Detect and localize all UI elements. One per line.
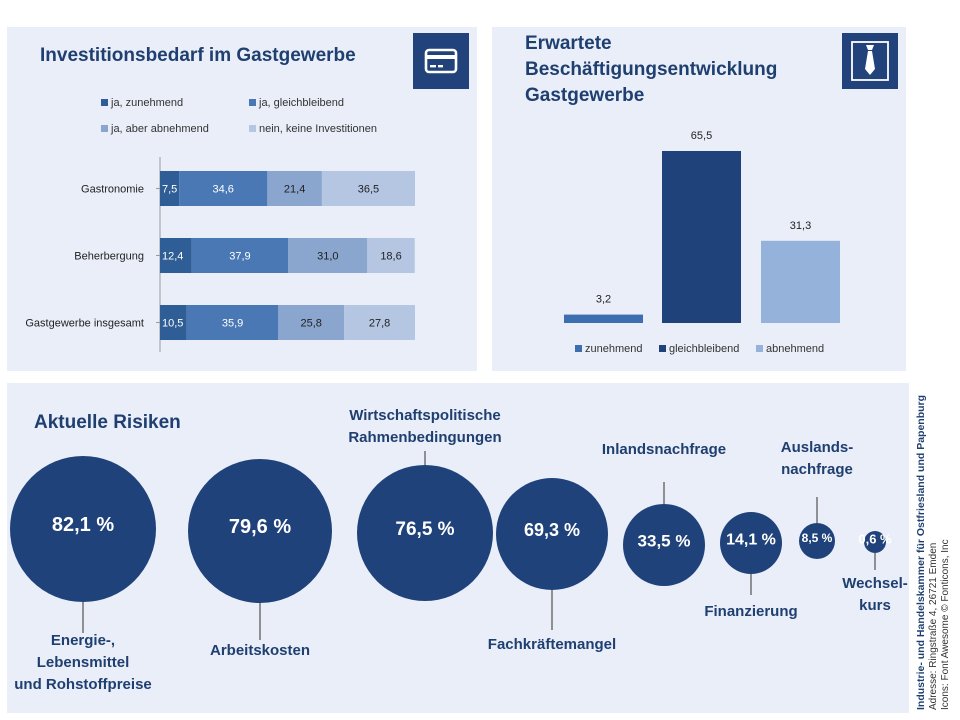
bar-segment bbox=[160, 171, 180, 206]
legend-swatch bbox=[101, 125, 108, 132]
credit-card-icon bbox=[413, 33, 469, 89]
risk-bubble bbox=[720, 512, 782, 574]
risk-category-label: und Rohstoffpreise bbox=[14, 676, 152, 693]
investment-chart-title: Investitionsbedarf im Gastgewerbe bbox=[40, 45, 356, 66]
bar-abnehmend bbox=[761, 240, 840, 323]
risk-category-label: Wirtschaftspolitische bbox=[349, 407, 501, 424]
risk-bubble bbox=[864, 531, 886, 553]
risk-value-label: 14,1 % bbox=[726, 532, 776, 549]
legend-label: nein, keine Investitionen bbox=[259, 123, 377, 135]
risk-bubble bbox=[188, 459, 332, 603]
bar-segment bbox=[278, 305, 345, 340]
risk-category-label: nachfrage bbox=[781, 461, 853, 478]
risk-bubble bbox=[357, 465, 493, 601]
risk-bubble bbox=[799, 523, 835, 559]
bar-value-label: 27,8 bbox=[369, 318, 390, 330]
bar-segment bbox=[321, 171, 415, 206]
risk-bubble bbox=[10, 456, 156, 602]
risk-value-label: 69,3 % bbox=[524, 520, 580, 540]
employment-panel: Erwartete Beschäftigungsentwicklung Gast… bbox=[492, 27, 906, 371]
bar-value-label: 35,9 bbox=[222, 318, 243, 330]
risk-category-label: Wechsel- bbox=[842, 575, 908, 592]
risk-category-label: Energie-, bbox=[51, 632, 115, 649]
footer-organization: Industrie- und Handelskammer für Ostfrie… bbox=[915, 394, 927, 710]
footer-address: Adresse: Ringstraße 4, 26721 Emden bbox=[928, 542, 939, 710]
footer: Industrie- und Handelskammer für Ostfrie… bbox=[915, 350, 952, 710]
legend-swatch bbox=[575, 345, 582, 352]
bar-segment bbox=[179, 171, 268, 206]
employment-title-line-3: Gastgewerbe bbox=[525, 85, 645, 106]
risk-value-label: 33,5 % bbox=[638, 532, 691, 551]
bar-value-label: 21,4 bbox=[284, 184, 305, 196]
bar-value-label: 36,5 bbox=[358, 184, 379, 196]
bar-value-label: 18,6 bbox=[380, 251, 401, 263]
risk-value-label: 76,5 % bbox=[395, 519, 454, 540]
legend-label: ja, gleichbleibend bbox=[258, 97, 344, 109]
bar-value-label: 25,8 bbox=[301, 318, 322, 330]
category-label: Gastronomie bbox=[81, 184, 144, 196]
risk-category-label: kurs bbox=[859, 597, 891, 614]
bar-value-label: 3,2 bbox=[596, 294, 611, 306]
bar-value-label: 37,9 bbox=[229, 251, 250, 263]
risk-category-label: Arbeitskosten bbox=[210, 642, 310, 659]
bar-value-label: 31,3 bbox=[790, 220, 811, 232]
legend-swatch bbox=[101, 99, 108, 106]
employment-chart-title: Erwartete Beschäftigungsentwicklung Gast… bbox=[525, 31, 777, 109]
bar-segment bbox=[267, 171, 322, 206]
tie-icon bbox=[842, 33, 898, 89]
risk-category-label: Auslands- bbox=[781, 439, 854, 456]
bar-value-label: 31,0 bbox=[317, 251, 338, 263]
risk-bubble bbox=[623, 504, 705, 586]
bar-segment bbox=[191, 238, 289, 273]
legend-swatch bbox=[659, 345, 666, 352]
footer-icons-credit: Icons: Font Awesome © Fonticons, Inc bbox=[940, 539, 951, 710]
legend-label: gleichbleibend bbox=[669, 343, 739, 355]
risk-category-label: Fachkräftemangel bbox=[488, 636, 616, 653]
bar-value-label: 65,5 bbox=[691, 130, 712, 142]
bar-value-label: 10,5 bbox=[162, 318, 183, 330]
investment-panel: Investitionsbedarf im Gastgewerbe ja, zu… bbox=[7, 27, 477, 371]
risk-category-label: Lebensmittel bbox=[37, 654, 130, 671]
risk-category-label: Rahmenbedingungen bbox=[348, 429, 501, 446]
bar-segment bbox=[186, 305, 279, 340]
risk-value-label: 0,6 % bbox=[858, 531, 892, 546]
risks-panel: Aktuelle Risiken 82,1 % Energie-, Lebensmi… bbox=[7, 383, 909, 713]
bar-gleichbleibend bbox=[662, 151, 741, 323]
category-label: Beherbergung bbox=[74, 251, 144, 263]
legend-swatch bbox=[249, 125, 256, 132]
legend-swatch bbox=[756, 345, 763, 352]
legend-label: zunehmend bbox=[585, 343, 643, 355]
investment-chart: ja, zunehmend ja, gleichbleibend ja, aber … bbox=[25, 97, 415, 352]
risk-category-label: Inlandsnachfrage bbox=[602, 441, 726, 458]
employment-title-line-2: Beschäftigungsentwicklung bbox=[525, 59, 778, 80]
risks-chart-title: Aktuelle Risiken bbox=[34, 412, 181, 433]
bar-value-label: 7,5 bbox=[162, 184, 177, 196]
risk-bubble bbox=[496, 478, 608, 590]
risk-category-label: Finanzierung bbox=[704, 603, 797, 620]
bar-segment bbox=[288, 238, 368, 273]
risks-chart: 82,1 % Energie-, Lebensmittel und Rohstoffp… bbox=[10, 407, 908, 693]
risk-value-label: 8,5 % bbox=[802, 531, 833, 545]
bar-segment bbox=[160, 305, 187, 340]
employment-title-line-1: Erwartete bbox=[525, 33, 612, 54]
bar-segment bbox=[160, 238, 192, 273]
legend-swatch bbox=[249, 99, 256, 106]
employment-chart: 3,2 65,5 31,3 zunehmend gleichbleibend abneh… bbox=[564, 130, 840, 355]
bar-zunehmend bbox=[564, 314, 643, 323]
risk-value-label: 82,1 % bbox=[52, 514, 114, 536]
category-label: Gastgewerbe insgesamt bbox=[25, 318, 144, 330]
risk-value-label: 79,6 % bbox=[229, 516, 291, 538]
legend-label: ja, zunehmend bbox=[110, 97, 183, 109]
bar-segment bbox=[367, 238, 415, 273]
bar-value-label: 34,6 bbox=[213, 184, 234, 196]
bar-segment bbox=[344, 305, 415, 340]
legend-label: ja, aber abnehmend bbox=[110, 123, 209, 135]
bar-value-label: 12,4 bbox=[162, 251, 183, 263]
legend-label: abnehmend bbox=[766, 343, 824, 355]
